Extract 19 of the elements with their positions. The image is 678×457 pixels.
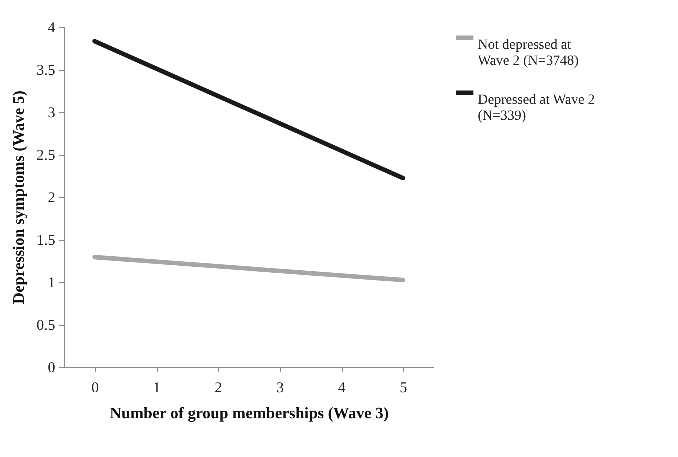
- x-tick-label: 4: [338, 380, 346, 396]
- x-tick-label: 1: [153, 380, 161, 396]
- legend-label: Depressed at Wave 2 (N=339): [478, 93, 596, 124]
- y-axis-title: Depression symptoms (Wave 5): [10, 90, 28, 304]
- y-tick-label: 3.5: [36, 63, 56, 79]
- y-tick-label: 1.5: [36, 233, 56, 249]
- legend-label: Not depressed at Wave 2 (N=3748): [478, 38, 580, 69]
- x-tick-label: 5: [400, 380, 408, 396]
- y-tick-label: 4: [48, 20, 56, 36]
- y-tick-label: 0.5: [36, 318, 56, 334]
- x-tick-label: 2: [214, 380, 222, 396]
- y-tick-label: 1: [48, 276, 56, 292]
- x-tick-label: 0: [92, 380, 100, 396]
- x-axis-title: Number of group memberships (Wave 3): [110, 406, 389, 422]
- y-tick-label: 2.5: [36, 148, 56, 164]
- y-tick-label: 3: [48, 106, 56, 122]
- y-tick-label: 2: [48, 190, 56, 206]
- x-tick-label: 3: [276, 380, 284, 396]
- y-tick-label: 0: [48, 360, 56, 376]
